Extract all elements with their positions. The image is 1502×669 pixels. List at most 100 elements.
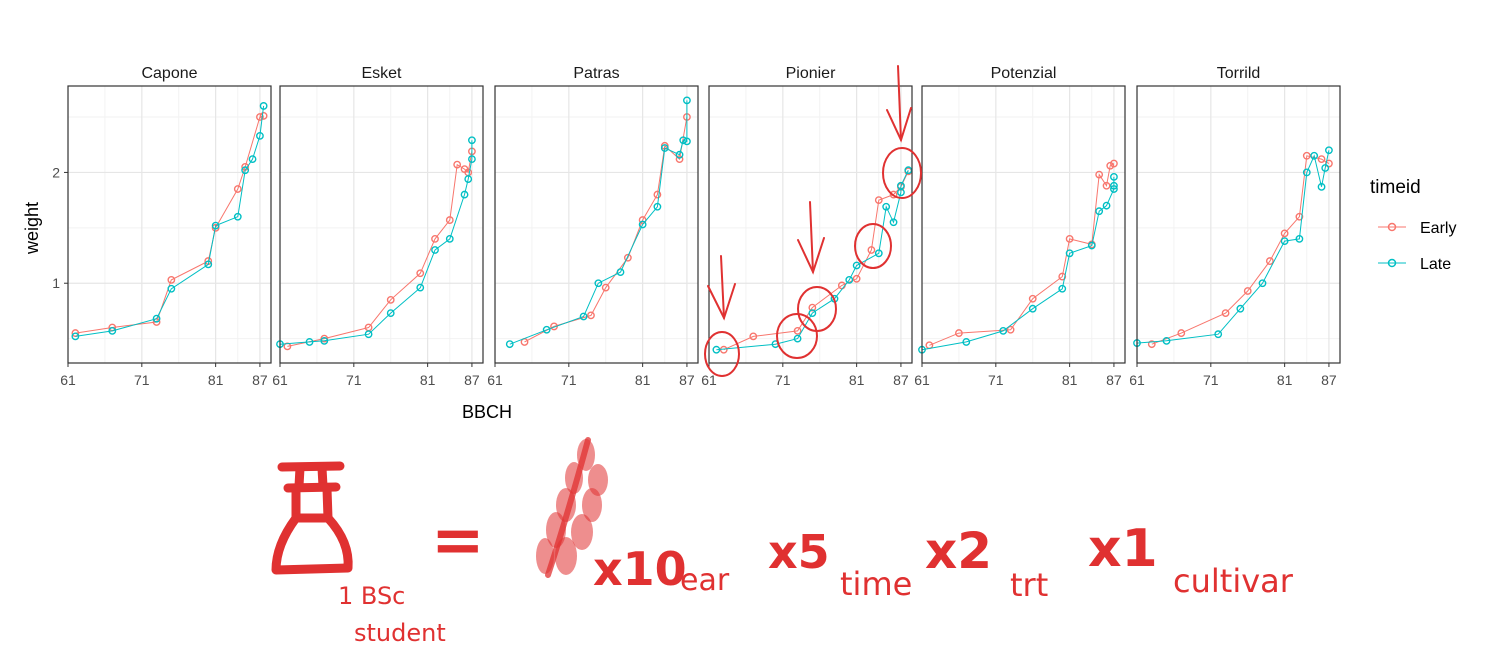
data-point-capone-late: [241, 166, 250, 175]
arrow-3: [886, 65, 912, 143]
panel-border: [279, 85, 484, 364]
data-point-patras-late: [616, 268, 625, 277]
data-point-pionier-early: [749, 332, 758, 341]
data-point-esket-late: [460, 190, 469, 199]
data-point-torrild-late: [1295, 235, 1304, 243]
circle-4: [854, 223, 892, 269]
circle-2: [776, 313, 818, 359]
data-point-esket-early: [445, 216, 454, 224]
data-point-torrild-late: [1214, 330, 1223, 339]
data-point-esket-late: [468, 155, 476, 164]
data-point-pionier-early: [793, 326, 802, 335]
x-tick-label: 81: [420, 372, 436, 388]
x-tick-label: 71: [134, 372, 150, 388]
term-ear: x10 ear: [593, 542, 730, 598]
data-point-potenzial-late: [1028, 304, 1037, 313]
data-point-pionier-late: [852, 261, 861, 270]
data-point-torrild-late: [1325, 146, 1333, 155]
x-tick-label: 87: [252, 372, 268, 388]
data-point-esket-late: [431, 246, 439, 254]
multiplier-cultivar: x1: [1088, 519, 1158, 579]
term-cultivar: x1 cultivar: [1088, 519, 1294, 600]
series-line-potenzial-late: [921, 176, 1115, 351]
equals-sign: =: [431, 504, 485, 578]
data-point-pionier-early: [808, 303, 817, 312]
legend-entry-early: Early: [1378, 220, 1456, 237]
term-label-time: time: [840, 565, 912, 603]
data-point-potenzial-early: [1110, 159, 1118, 168]
panel-grid: [495, 86, 698, 363]
data-point-potenzial-late: [1110, 172, 1118, 181]
x-tick-label: 61: [1129, 372, 1145, 388]
panel-border: [1136, 85, 1341, 364]
data-point-pionier-early: [867, 246, 876, 254]
data-point-pionier-early: [852, 274, 861, 283]
legend-title: timeid: [1370, 177, 1421, 198]
data-point-torrild-late: [1310, 151, 1319, 160]
panel-potenzial: Potenzial 61 71 81 87: [914, 65, 1126, 388]
series-line-pionier-late: [716, 169, 909, 351]
data-point-potenzial-early: [955, 329, 963, 337]
data-point-torrild-early: [1280, 229, 1289, 238]
data-point-patras-early: [675, 155, 684, 164]
data-point-capone-late: [167, 284, 176, 293]
data-point-esket-late: [468, 136, 476, 145]
multiplier-ear: x10: [593, 542, 687, 596]
term-time: x5 time: [768, 525, 912, 603]
flask-icon: [271, 461, 353, 575]
data-point-torrild-late: [1162, 336, 1171, 345]
series-line-patras-late: [509, 100, 688, 345]
panel-border: [67, 85, 272, 364]
y-tick-label: 2: [52, 164, 60, 180]
data-point-patras-late: [675, 150, 684, 159]
data-point-potenzial-late: [999, 326, 1008, 335]
term-label-trt: trt: [1010, 566, 1048, 604]
data-point-capone-late: [152, 314, 161, 323]
series-line-capone-early: [75, 115, 264, 334]
data-point-capone-late: [71, 332, 80, 341]
data-point-esket-late: [416, 283, 425, 292]
data-point-potenzial-early: [1095, 170, 1104, 179]
data-point-patras-late: [683, 137, 691, 146]
term-trt: x2 trt: [925, 522, 1048, 604]
data-point-potenzial-late: [1058, 284, 1067, 293]
legend-key-point-late: [1387, 258, 1397, 268]
data-point-esket-late: [464, 175, 473, 183]
data-point-capone-late: [233, 212, 242, 221]
pionier-markup: [704, 65, 922, 377]
series-line-esket-early: [287, 151, 473, 347]
arrow-2: [797, 201, 825, 275]
data-point-esket-early: [386, 295, 395, 304]
x-tick-label: 87: [464, 372, 480, 388]
x-tick-label: 61: [487, 372, 503, 388]
arrow-1: [707, 255, 736, 321]
series-line-potenzial-early: [929, 163, 1115, 346]
panel-title-potenzial: Potenzial: [991, 65, 1057, 82]
x-tick-label: 61: [60, 372, 76, 388]
panel-border: [494, 85, 699, 364]
data-point-potenzial-early: [1065, 235, 1074, 243]
data-point-pionier-late: [808, 309, 817, 318]
x-tick-label: 81: [208, 372, 224, 388]
data-point-potenzial-late: [1087, 241, 1096, 250]
legend-label-late: Late: [1420, 256, 1451, 273]
data-point-capone-late: [204, 260, 213, 269]
data-point-esket-late: [320, 336, 329, 345]
data-point-pionier-early: [889, 190, 898, 199]
panel-title-esket: Esket: [361, 65, 402, 82]
data-point-patras-late: [660, 144, 669, 152]
data-point-potenzial-late: [1095, 207, 1104, 216]
data-point-pionier-late: [897, 181, 905, 190]
student-label-line-2: student: [354, 619, 446, 647]
data-point-potenzial-late: [1110, 181, 1118, 190]
data-point-torrild-early: [1177, 329, 1186, 337]
data-point-torrild-late: [1321, 164, 1330, 172]
series-line-capone-late: [75, 105, 265, 337]
data-point-potenzial-early: [1006, 325, 1015, 334]
data-point-torrild-early: [1265, 257, 1274, 265]
data-point-patras-late: [594, 279, 603, 288]
data-point-patras-late: [505, 340, 514, 349]
data-point-torrild-late: [1302, 168, 1311, 177]
x-tick-label: 71: [346, 372, 362, 388]
